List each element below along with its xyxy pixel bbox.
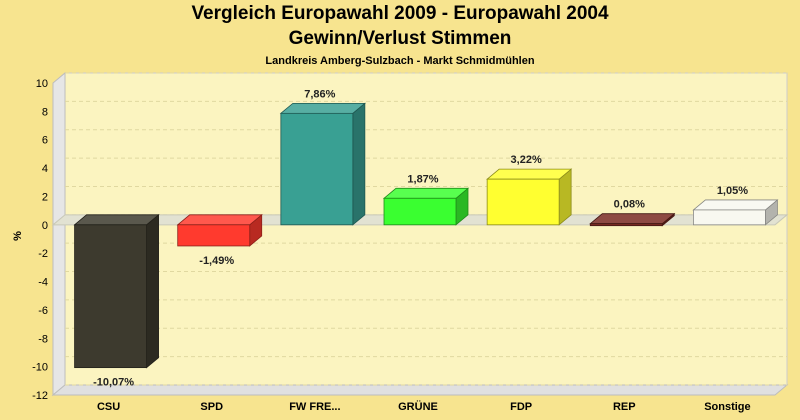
x-tick-label: CSU xyxy=(97,401,120,413)
y-tick-label: 0 xyxy=(42,220,48,232)
bar-front xyxy=(486,178,560,226)
y-tick-label: -6 xyxy=(38,305,48,317)
bar-front xyxy=(383,197,457,226)
value-label: 7,86% xyxy=(304,88,335,100)
x-tick-label: REP xyxy=(613,401,636,413)
x-tick-label: FW FRE... xyxy=(289,401,340,413)
y-tick-label: -4 xyxy=(38,277,48,289)
bar-front xyxy=(177,224,251,247)
bar-top xyxy=(73,214,160,226)
bar-fw-fre- xyxy=(279,102,366,226)
bar-top xyxy=(589,213,676,225)
value-label: 1,87% xyxy=(407,173,438,185)
y-tick-label: 10 xyxy=(36,78,48,90)
y-tick-label: 8 xyxy=(42,106,48,118)
y-tick-label: -10 xyxy=(32,362,48,374)
y-axis-label: % xyxy=(12,231,24,241)
y-tick-label: 2 xyxy=(42,191,48,203)
bar-side xyxy=(146,213,159,369)
bar-rep xyxy=(589,212,676,227)
side-wall xyxy=(52,71,66,397)
bar-front xyxy=(74,224,147,369)
bar-side xyxy=(352,102,366,226)
value-label: 0,08% xyxy=(614,199,645,211)
x-tick-label: Sonstige xyxy=(704,401,750,413)
x-tick-label: GRÜNE xyxy=(398,400,438,413)
bar-top xyxy=(279,102,366,114)
bar-fdp xyxy=(486,168,573,226)
y-tick-label: 4 xyxy=(42,163,48,175)
back-wall xyxy=(64,72,788,386)
bar-csu xyxy=(73,213,160,369)
y-tick-label: -2 xyxy=(38,248,48,260)
y-tick-label: 6 xyxy=(42,135,48,147)
bar-gr-ne xyxy=(382,187,470,226)
chart-title: Vergleich Europawahl 2009 - Europawahl 2… xyxy=(191,3,609,24)
bar-top xyxy=(176,214,263,226)
bar-spd xyxy=(176,213,263,247)
bar-front xyxy=(693,209,766,226)
bar-sonstige xyxy=(692,199,779,226)
value-label: 3,22% xyxy=(511,154,542,166)
y-tick-label: -12 xyxy=(32,390,48,402)
bar-top xyxy=(486,168,573,180)
value-label: 1,05% xyxy=(717,185,748,197)
bar-front xyxy=(280,112,354,226)
value-label: -1,49% xyxy=(199,255,234,267)
bar-top xyxy=(382,187,470,199)
bar-front xyxy=(589,223,663,227)
floor xyxy=(51,384,789,396)
value-label: -10,07% xyxy=(93,377,134,389)
x-tick-label: SPD xyxy=(200,401,223,413)
chart-subtitle: Gewinn/Verlust Stimmen xyxy=(288,28,512,49)
x-tick-label: FDP xyxy=(510,401,532,413)
chart-caption: Landkreis Amberg-Sulzbach - Markt Schmid… xyxy=(265,55,535,67)
bar-top xyxy=(692,199,779,211)
y-tick-label: -8 xyxy=(38,333,48,345)
